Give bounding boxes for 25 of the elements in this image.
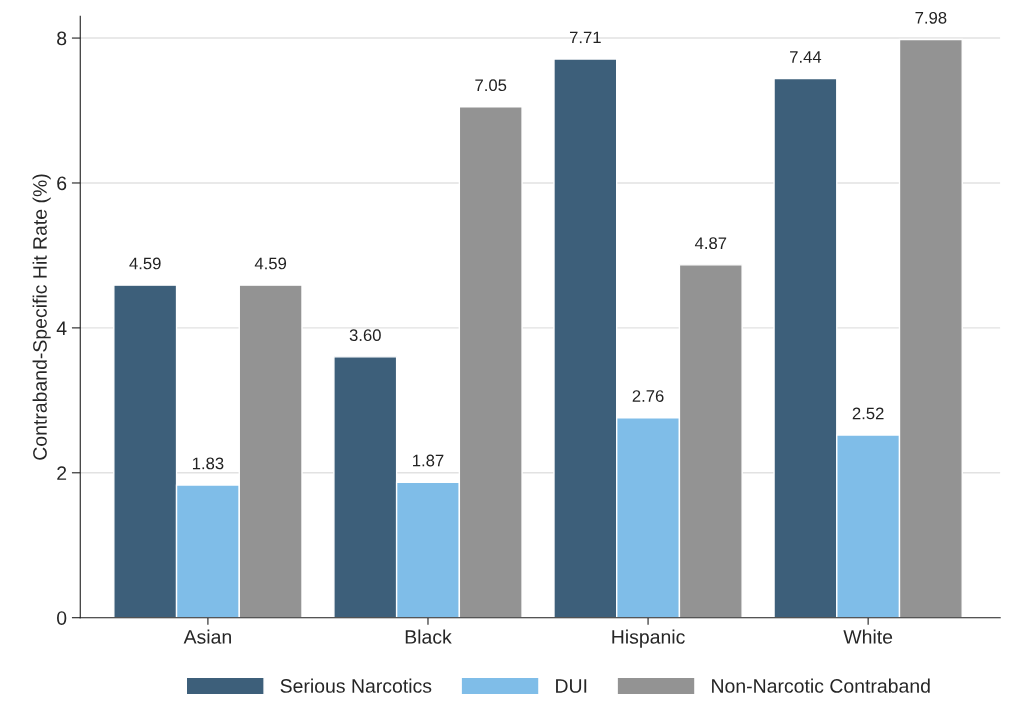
data-label: 3.60 xyxy=(349,329,381,342)
x-tick-label: Hispanic xyxy=(612,629,685,648)
y-tick-label: 8 xyxy=(57,31,67,46)
data-label: 7.98 xyxy=(915,11,947,24)
y-tick-label: 0 xyxy=(57,611,67,625)
data-label: 7.44 xyxy=(790,51,822,63)
x-tick-label: Black xyxy=(405,629,452,644)
legend-label: Non-Narcotic Contraband xyxy=(712,678,930,693)
legend-label: Serious Narcotics xyxy=(280,678,432,693)
legend-label: DUI xyxy=(556,679,587,693)
y-tick-label: 2 xyxy=(57,466,67,480)
data-label: 2.52 xyxy=(852,407,884,420)
data-label: 4.87 xyxy=(694,237,727,250)
data-label: 4.59 xyxy=(129,257,161,270)
data-label: 2.76 xyxy=(632,390,664,402)
data-label: 1.87 xyxy=(413,454,444,467)
y-tick-label: 6 xyxy=(57,176,67,191)
y-tick-label: 4 xyxy=(56,321,67,335)
x-tick-label: Asian xyxy=(183,629,231,644)
data-label: 7.71 xyxy=(569,31,601,44)
data-label: 1.83 xyxy=(192,457,224,470)
y-axis-title: Contraband-Specific Hit Rate (%) xyxy=(32,174,51,460)
data-label: 4.59 xyxy=(254,257,287,270)
x-tick-label: White xyxy=(843,629,893,644)
data-label: 7.05 xyxy=(475,79,507,92)
